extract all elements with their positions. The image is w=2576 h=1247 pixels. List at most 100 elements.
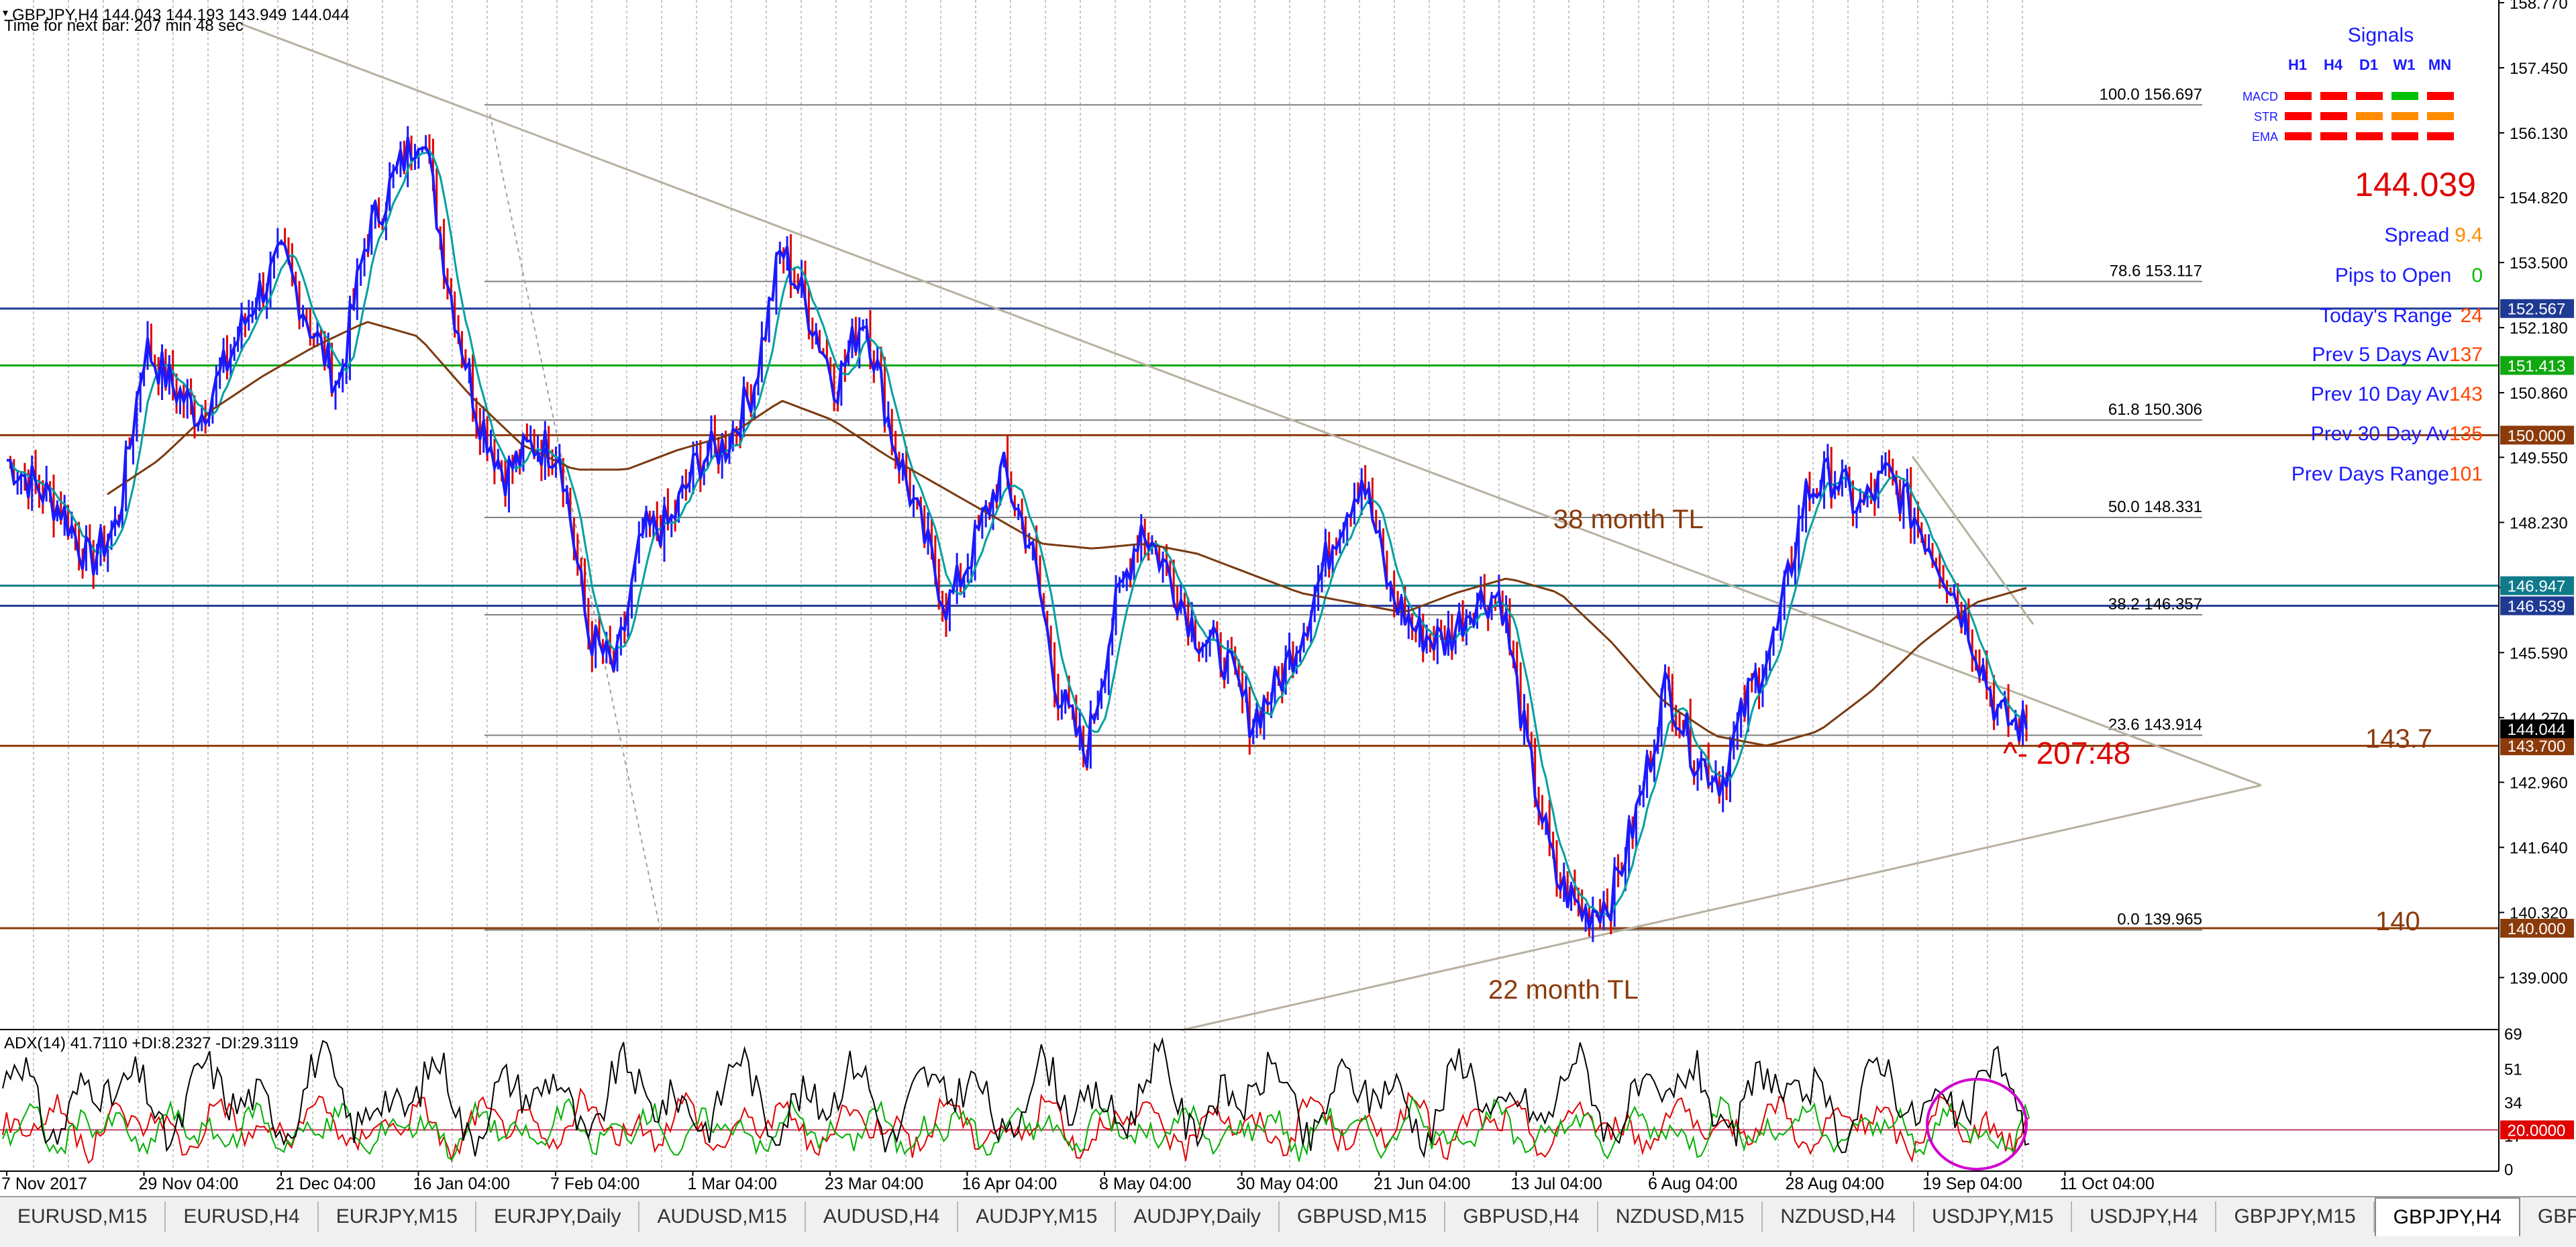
price-tick: 150.860 [2510, 385, 2568, 403]
price-tick: 142.960 [2510, 775, 2568, 793]
signals-title: Signals [2348, 24, 2414, 46]
svg-text:152.567: 152.567 [2508, 301, 2566, 319]
signal-cell [2320, 132, 2347, 140]
signal-tf-D1: D1 [2359, 56, 2378, 73]
adx-tick: 0 [2504, 1161, 2513, 1179]
tab-audjpy-m15[interactable]: AUDJPY,M15 [958, 1201, 1117, 1232]
fib-label-100.0: 100.0 156.697 [2100, 85, 2202, 103]
price-tag-151.413: 151.413 [2500, 356, 2574, 376]
tab-eurjpy-daily[interactable]: EURJPY,Daily [476, 1201, 640, 1232]
signal-cell [2391, 132, 2418, 140]
price-line [6, 137, 2028, 929]
signal-row-MACD: MACD [2243, 90, 2278, 103]
price-tick: 156.130 [2510, 125, 2568, 143]
tab-usdjpy-h4[interactable]: USDJPY,H4 [2072, 1201, 2217, 1232]
symbol-header: GBPJPY,H4 144.043 144.193 143.949 144.04… [12, 6, 350, 24]
time-tick: 8 May 04:00 [1099, 1175, 1192, 1193]
signal-cell [2356, 112, 2383, 120]
fib-label-50.0: 50.0 148.331 [2108, 498, 2202, 516]
time-axis: 7 Nov 2017 29 Nov 04:00 21 Dec 04:00 16 Jan… [1, 1171, 2155, 1193]
time-tick: 13 Jul 04:00 [1511, 1175, 1602, 1193]
svg-text:150.000: 150.000 [2508, 427, 2566, 445]
time-tick: 30 May 04:00 [1237, 1175, 1339, 1193]
time-tick: 6 Aug 04:00 [1648, 1175, 1737, 1193]
signal-cell [2391, 92, 2418, 100]
signal-cell [2285, 112, 2312, 120]
tab-gbpaud-m15[interactable]: GBPAUD,M15 [2520, 1201, 2576, 1232]
fib-label-61.8: 61.8 150.306 [2108, 401, 2202, 419]
trendline-channel [1911, 456, 2034, 625]
price-tags: 152.567 151.413 150.000 146.947 146.539 143.7… [2500, 299, 2574, 938]
fib-label-78.6: 78.6 153.117 [2110, 262, 2202, 280]
level-140-label: 140 [2375, 907, 2420, 936]
tab-nzdusd-h4[interactable]: NZDUSD,H4 [1763, 1201, 1915, 1232]
svg-text:144.044: 144.044 [2508, 721, 2566, 739]
tab-eurjpy-m15[interactable]: EURJPY,M15 [319, 1201, 476, 1232]
tab-gbpjpy-m15[interactable]: GBPJPY,M15 [2216, 1201, 2375, 1232]
trendlines [241, 23, 2262, 1032]
time-tick: 7 Feb 04:00 [550, 1175, 639, 1193]
tab-gbpusd-h4[interactable]: GBPUSD,H4 [1445, 1201, 1598, 1232]
symbol-tabs: EURUSD,M15 EURUSD,H4 EURJPY,M15 EURJPY,Dail… [0, 1196, 2576, 1247]
trendline-38-month [241, 23, 2262, 787]
signal-cell [2320, 92, 2347, 100]
time-tick: 7 Nov 2017 [1, 1175, 87, 1193]
svg-text:146.539: 146.539 [2508, 598, 2566, 616]
signal-row-EMA: EMA [2252, 130, 2278, 144]
prev10-line: Prev 10 Day Av143 [2311, 383, 2483, 405]
price-tick: 145.590 [2510, 644, 2568, 662]
signal-tf-W1: W1 [2393, 56, 2416, 73]
signal-row-STR: STR [2254, 110, 2278, 123]
highlight-circle [1926, 1078, 2028, 1170]
tab-gbpjpy-h4[interactable]: GBPJPY,H4 [2374, 1197, 2520, 1236]
time-tick: 21 Jun 04:00 [1374, 1175, 1471, 1193]
tab-usdjpy-m15[interactable]: USDJPY,M15 [1914, 1201, 2073, 1232]
collapse-arrow-icon[interactable] [3, 11, 8, 16]
adx-tick: 34 [2504, 1094, 2522, 1112]
fib-label-38.2: 38.2 146.357 [2108, 595, 2202, 613]
prev5-line: Prev 5 Days Av137 [2312, 344, 2483, 366]
pips-line: Pips to Open 0 [2335, 264, 2483, 287]
time-tick: 21 Dec 04:00 [276, 1175, 376, 1193]
price-tag-current: 144.044 [2500, 719, 2574, 739]
adx-level-value: 20.0000 [2508, 1121, 2566, 1140]
tab-nzdusd-m15[interactable]: NZDUSD,M15 [1598, 1201, 1763, 1232]
svg-text:140.000: 140.000 [2508, 920, 2566, 938]
time-tick: 16 Jan 04:00 [413, 1175, 511, 1193]
fibonacci-retracement: 100.0 156.697 78.6 153.117 61.8 150.306 50.… [484, 85, 2202, 931]
time-tick: 28 Aug 04:00 [1786, 1175, 1884, 1193]
signal-cell [2391, 112, 2418, 120]
tab-audusd-h4[interactable]: AUDUSD,H4 [806, 1201, 959, 1232]
adx-level-tag: 20.0000 [2500, 1120, 2574, 1140]
horizontal-levels [0, 307, 2499, 930]
signal-tf-MN: MN [2428, 56, 2451, 73]
signal-cell [2320, 112, 2347, 120]
signals-panel: Signals H1 H4 D1 W1 MN MACD STR EMA [2243, 24, 2454, 144]
tab-audusd-m15[interactable]: AUDUSD,M15 [639, 1201, 806, 1232]
countdown-label: ^- 207:48 [2003, 736, 2130, 770]
price-tag-143.700: 143.700 [2500, 736, 2574, 756]
adx-line [2, 1036, 2030, 1158]
time-tick: 29 Nov 04:00 [139, 1175, 239, 1193]
moving-average-slow [107, 321, 2027, 747]
price-tag-146.539: 146.539 [2500, 596, 2574, 616]
signal-cell [2427, 132, 2454, 140]
price-tag-152.567: 152.567 [2500, 299, 2574, 319]
price-chart[interactable]: 100.0 156.697 78.6 153.117 61.8 150.306 50.… [0, 0, 2576, 1196]
price-tick: 141.640 [2510, 840, 2568, 858]
tab-eurusd-m15[interactable]: EURUSD,M15 [0, 1201, 166, 1232]
time-tick: 23 Mar 04:00 [825, 1175, 923, 1193]
price-tag-150.000: 150.000 [2500, 426, 2574, 445]
price-tick: 148.230 [2510, 514, 2568, 532]
price-tag-140.000: 140.000 [2500, 919, 2574, 938]
adx-tick: 51 [2504, 1061, 2522, 1079]
adx-label: ADX(14) 41.7110 +DI:8.2327 -DI:29.3119 [4, 1034, 299, 1052]
price-tick: 158.770 [2510, 0, 2568, 13]
tab-eurusd-h4[interactable]: EURUSD,H4 [166, 1201, 319, 1232]
tab-gbpusd-m15[interactable]: GBPUSD,M15 [1280, 1201, 1446, 1232]
tab-audjpy-daily[interactable]: AUDJPY,Daily [1116, 1201, 1280, 1232]
prev30-line: Prev 30 Day Av135 [2311, 423, 2483, 445]
tl38-label: 38 month TL [1553, 505, 1704, 534]
today-range-line: Today's Range 24 [2320, 305, 2483, 327]
time-tick: 19 Sep 04:00 [1922, 1175, 2022, 1193]
